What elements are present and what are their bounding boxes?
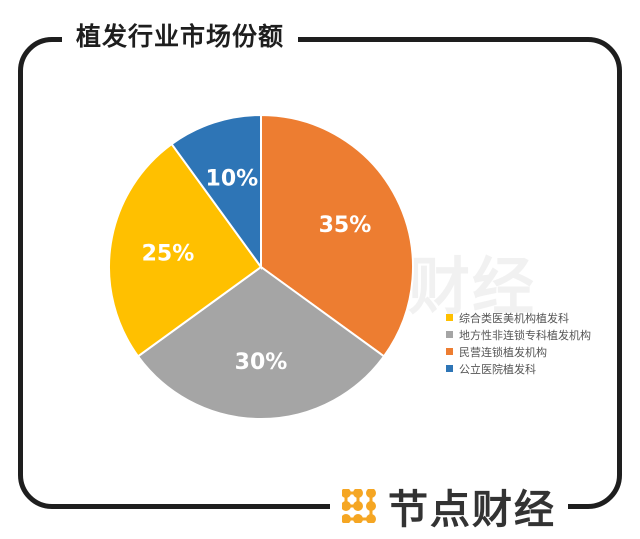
pie-slice bbox=[136, 265, 386, 420]
legend-item: 地方性非连锁专科植发机构 bbox=[446, 326, 591, 343]
legend-item: 综合类医美机构植发科 bbox=[446, 309, 591, 326]
legend: 综合类医美机构植发科地方性非连锁专科植发机构 民营连锁植发机构 公立医院植发科 bbox=[446, 309, 591, 377]
pie-slice bbox=[260, 113, 414, 358]
legend-label: 公立医院植发科 bbox=[459, 362, 536, 376]
watermark: 财经 bbox=[408, 250, 537, 323]
legend-item: 民营连锁植发机构 bbox=[446, 343, 591, 360]
legend-swatch bbox=[446, 365, 453, 372]
legend-item: 公立医院植发科 bbox=[446, 360, 591, 377]
legend-swatch bbox=[446, 348, 453, 355]
chart-frame bbox=[18, 37, 622, 509]
legend-label: 综合类医美机构植发科 bbox=[459, 311, 569, 325]
slice-data-label: 25% bbox=[142, 241, 195, 266]
chart-title: 植发行业市场份额 bbox=[62, 18, 299, 56]
slice-data-label: 30% bbox=[235, 350, 288, 375]
slice-data-label: 10% bbox=[206, 166, 259, 191]
legend-label: 地方性非连锁专科植发机构 bbox=[459, 328, 591, 342]
brand-logo: 节点财经 bbox=[330, 478, 568, 534]
pie-slice bbox=[108, 142, 263, 358]
slice-data-label: 35% bbox=[319, 213, 372, 238]
brand-name: 节点财经 bbox=[388, 487, 556, 533]
legend-label: 民营连锁植发机构 bbox=[459, 345, 547, 359]
brand-logo-icon bbox=[342, 489, 376, 523]
legend-swatch bbox=[446, 331, 453, 338]
pie-slice bbox=[170, 113, 262, 271]
legend-swatch bbox=[446, 314, 453, 321]
